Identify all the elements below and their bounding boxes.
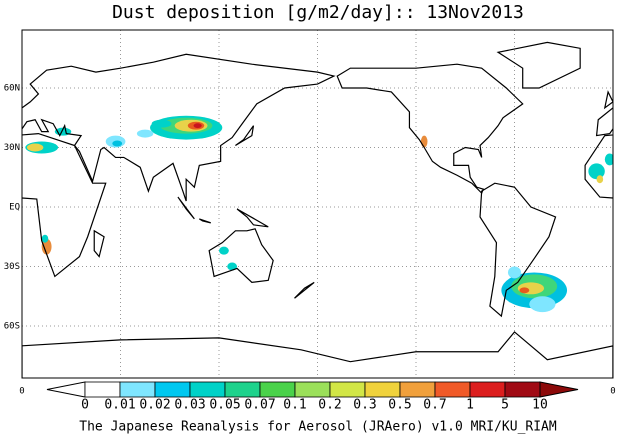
colorbar-label: 0 (81, 398, 89, 413)
axis-labels: 60N 30N EQ 30S 60S 0 0 (4, 84, 616, 397)
colorbar-label: 0.03 (174, 398, 205, 413)
coastline (22, 53, 336, 202)
colorbar-box (364, 381, 401, 398)
latitude-label: EQ (9, 203, 20, 213)
longitude-label: 0 (19, 387, 24, 397)
coastline (584, 134, 613, 199)
footer: The Japanese Reanalysis for Aerosol (JRA… (79, 420, 557, 435)
colorbar-box (189, 381, 226, 398)
dust-patch (26, 143, 44, 152)
coastline (479, 182, 557, 318)
coastline (198, 218, 211, 224)
coastline (93, 229, 105, 258)
dust-patch (507, 266, 522, 279)
dust-patch (112, 140, 123, 147)
dust-patch (596, 175, 604, 184)
colorbar-label: 0.02 (139, 398, 170, 413)
dust-patch (420, 135, 428, 148)
map-frame (21, 29, 614, 379)
colorbar-box (154, 381, 191, 398)
colorbar-label: 0.07 (244, 398, 275, 413)
colorbar-label: 0.3 (353, 398, 376, 413)
dust-patch (604, 153, 613, 166)
coastline (22, 100, 23, 103)
dust-patch (219, 246, 229, 255)
coastline (177, 196, 195, 220)
colorbar-label: 10 (532, 398, 548, 413)
colorbar-box (399, 381, 436, 398)
coastline (336, 63, 524, 195)
colorbar-box (224, 381, 261, 398)
colorbar-label: 0.2 (318, 398, 341, 413)
colorbar-label: 0.5 (388, 398, 411, 413)
map-title: Dust deposition [g/m2/day]:: 13Nov2013 (112, 2, 524, 23)
dust-patch (588, 163, 605, 180)
coastline (235, 125, 255, 147)
colorbar-box (469, 381, 506, 398)
colorbar-label: 1 (466, 398, 474, 413)
map (22, 30, 613, 378)
coastline (603, 90, 613, 110)
colorbar-box (119, 381, 156, 398)
colorbar-box (504, 381, 541, 398)
dust-patch (151, 119, 172, 128)
dust-patch (529, 296, 556, 313)
colorbar-end (46, 381, 86, 398)
dust-patch (227, 262, 238, 271)
colorbar-box (259, 381, 296, 398)
colorbar: 0 0.01 0.02 0.03 0.05 0.07 0.1 0.2 0.3 0.5 0.7 1 5 10 (46, 381, 579, 413)
coastline (22, 331, 613, 378)
colorbar-label: 5 (501, 398, 509, 413)
coastline (22, 133, 107, 278)
coastline (496, 41, 581, 89)
latitude-label: 30N (4, 143, 20, 153)
dust-patch (41, 234, 49, 243)
longitude-label: 0 (610, 387, 615, 397)
colorbar-box (329, 381, 366, 398)
coastline (208, 228, 274, 283)
colorbar-label: 0.7 (423, 398, 446, 413)
coastline (294, 281, 315, 299)
colorbar-box (84, 381, 121, 398)
dust-patch (519, 287, 530, 294)
dust-patch (136, 129, 154, 138)
colorbar-label: 0.01 (104, 398, 135, 413)
coastline (236, 208, 269, 228)
colorbar-end (539, 381, 579, 398)
dust-patch (193, 123, 202, 129)
colorbar-label: 0.1 (283, 398, 306, 413)
colorbar-box (434, 381, 471, 398)
dust-patch (41, 238, 52, 255)
latitude-label: 60S (4, 322, 20, 332)
latitude-label: 30S (4, 262, 20, 272)
latitude-label: 60N (4, 84, 20, 94)
colorbar-box (294, 381, 331, 398)
colorbar-label: 0.05 (209, 398, 240, 413)
